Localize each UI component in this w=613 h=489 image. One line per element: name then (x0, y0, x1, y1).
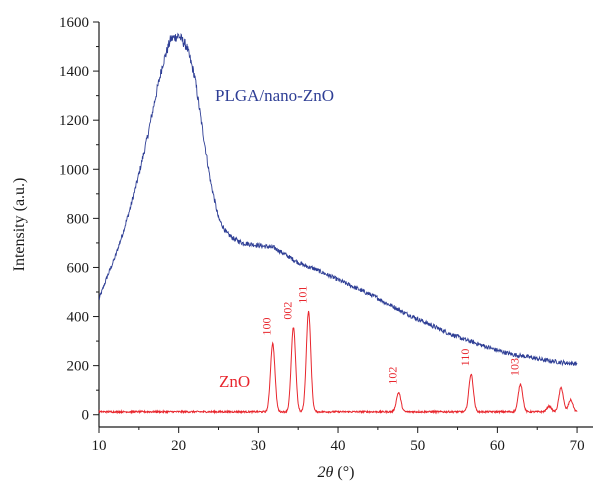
x-axis-title: 2θ (°) (318, 464, 355, 481)
y-tick-label: 200 (67, 359, 90, 375)
peak-label: 110 (458, 349, 472, 367)
x-tick-label: 60 (490, 438, 505, 454)
y-axis-title: Intensity (a.u.) (11, 178, 28, 272)
peak-label: 100 (260, 318, 274, 336)
y-tick-label: 1000 (59, 162, 89, 178)
peak-label: 103 (508, 358, 522, 376)
x-tick-label: 40 (331, 438, 346, 454)
series-plga-line (98, 32, 578, 367)
peak-label: 102 (386, 367, 400, 385)
x-tick-label: 50 (410, 438, 425, 454)
peak-label: 101 (296, 286, 310, 304)
series-label-plga: PLGA/nano-ZnO (215, 86, 334, 105)
x-tick-label: 10 (92, 438, 107, 454)
y-tick-label: 0 (82, 408, 90, 424)
y-tick-label: 1600 (59, 15, 89, 31)
y-tick-label: 600 (67, 260, 90, 276)
y-tick-label: 1400 (59, 64, 89, 80)
axes: 10 20 30 40 50 60 70 0 200 400 600 800 1000 1200 1400 1… (11, 15, 593, 481)
peak-label: 002 (280, 302, 294, 320)
y-tick-label: 400 (67, 310, 90, 326)
y-tick-label: 800 (67, 211, 90, 227)
series-zno-line (98, 310, 578, 415)
x-tick-label: 30 (251, 438, 266, 454)
plot-area (98, 32, 578, 415)
series-label-zno: ZnO (219, 372, 250, 391)
y-tick-label: 1200 (59, 113, 89, 129)
x-tick-label: 20 (171, 438, 186, 454)
x-tick-label: 70 (570, 438, 585, 454)
